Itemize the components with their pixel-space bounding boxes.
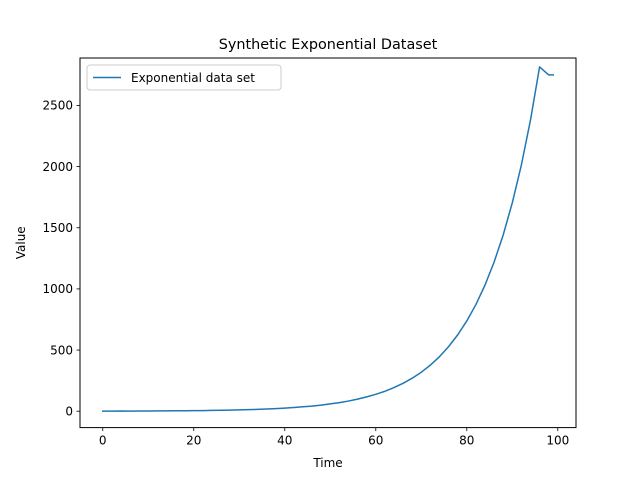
y-axis-ticks: 0 500 1000 1500 2000 2500 [42, 99, 80, 418]
x-tick-label: 60 [368, 434, 383, 448]
plot-area [79, 57, 577, 429]
series-line [102, 66, 554, 412]
x-axis-ticks: 0 20 40 60 80 100 [99, 427, 569, 448]
y-tick-label: 1000 [42, 282, 73, 296]
legend: Exponential data set [86, 64, 282, 91]
y-tick-label: 1500 [42, 221, 73, 235]
y-tick-label: 2000 [42, 160, 73, 174]
x-tick-label: 80 [459, 434, 474, 448]
legend-series-label: Exponential data set [131, 71, 255, 85]
x-axis-label: Time [312, 456, 342, 470]
x-tick-label: 20 [186, 434, 201, 448]
legend-box [86, 64, 282, 91]
chart-title: Synthetic Exponential Dataset [219, 37, 438, 53]
y-tick-label: 500 [50, 343, 73, 357]
y-tick-label: 0 [65, 404, 73, 418]
x-tick-label: 40 [277, 434, 292, 448]
series-layer [102, 66, 554, 412]
x-tick-label: 100 [546, 434, 569, 448]
axes-frame [79, 57, 577, 429]
y-axis-label: Value [14, 226, 28, 259]
y-tick-label: 2500 [42, 99, 73, 113]
x-tick-label: 0 [99, 434, 107, 448]
